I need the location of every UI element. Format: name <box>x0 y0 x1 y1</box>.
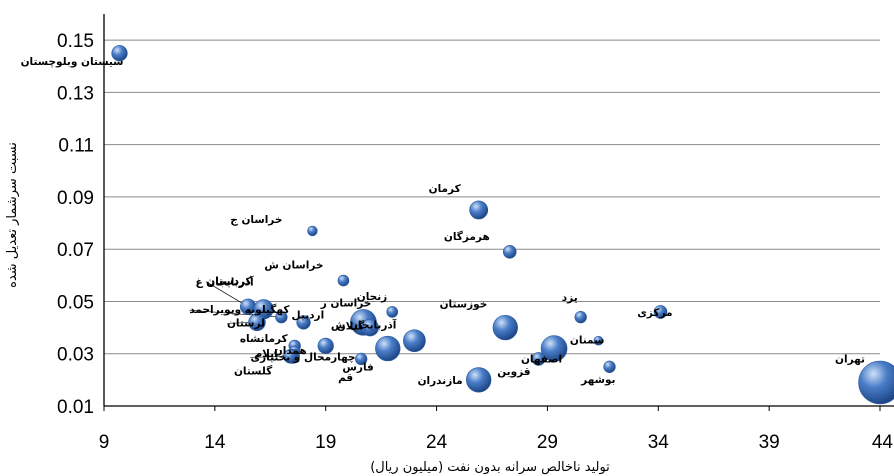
tick-labels: 0.01 0.03 0.05 0.07 0.09 0.11 0.13 0.15 9 14 19 24 2… <box>57 31 893 453</box>
point-label: همدان <box>274 345 307 357</box>
point-labels: سیستان وبلوچستان کرمان خراسان ج هرمزگان خراس… <box>21 56 865 387</box>
y-tick-label: 0.07 <box>57 240 94 261</box>
point-label: گلستان <box>234 364 273 377</box>
point-label: فارس <box>342 362 373 374</box>
x-tick-label: 24 <box>426 432 448 453</box>
x-tick-label: 29 <box>537 432 558 453</box>
bubble <box>466 367 492 393</box>
point-label: خراسان ج <box>230 214 282 226</box>
bubble <box>307 225 318 237</box>
x-tick-label: 44 <box>872 432 894 453</box>
y-tick-label: 0.13 <box>57 83 94 104</box>
point-label: لرستان <box>227 317 265 329</box>
point-label: مازندران <box>418 375 463 387</box>
bubble <box>531 352 546 366</box>
point-label: هرمزگان <box>444 230 490 243</box>
y-tick-label: 0.15 <box>57 31 94 52</box>
point-label: گیلان <box>337 320 365 333</box>
bubble <box>492 314 518 341</box>
y-tick-label: 0.09 <box>57 188 94 209</box>
point-label: آذربایجان ش <box>331 319 397 332</box>
bubble <box>540 335 568 362</box>
bubble <box>248 313 266 332</box>
point-label: کرمان <box>429 183 462 195</box>
y-axis-title: نسبت سرشمار تعدیل شده <box>5 142 20 288</box>
bubble <box>361 318 379 337</box>
bubble <box>502 245 517 259</box>
point-label: تهران <box>835 353 865 365</box>
point-label: آذربایجان غ <box>195 275 254 288</box>
x-tick-label: 34 <box>648 432 670 453</box>
bubbles <box>111 45 894 405</box>
bubble <box>469 200 489 220</box>
x-tick-label: 19 <box>315 432 336 453</box>
point-label: سمنان <box>570 335 605 347</box>
bubble <box>603 360 616 373</box>
bubble <box>317 337 334 354</box>
point-label: خراسان ش <box>264 260 323 272</box>
x-tick-label: 14 <box>204 432 226 453</box>
point-label: قم <box>338 372 353 384</box>
bubble <box>858 360 894 405</box>
point-label: خراسان ر <box>320 297 372 309</box>
x-tick-label: 9 <box>99 432 110 453</box>
point-label: مرکزی <box>637 307 672 319</box>
point-label: اردبیل <box>292 309 325 321</box>
x-tick-label: 39 <box>759 432 780 453</box>
point-label: کرمانشاه <box>240 333 289 345</box>
bubble <box>355 352 368 366</box>
bubble <box>375 335 401 362</box>
point-label: خوزستان <box>440 299 488 311</box>
bubble <box>593 335 604 346</box>
y-tick-label: 0.01 <box>57 397 94 418</box>
y-tick-label: 0.11 <box>58 136 94 157</box>
point-label: یزد <box>562 292 578 304</box>
bubble <box>386 306 399 318</box>
bubble <box>296 315 311 330</box>
point-label: بوشهر <box>580 374 615 386</box>
bubble <box>111 45 128 62</box>
y-tick-label: 0.03 <box>57 345 94 366</box>
point-label: چهارمحال و بختیاری <box>250 351 355 363</box>
grid <box>104 39 880 355</box>
bubble <box>275 310 288 324</box>
bubble <box>574 310 587 324</box>
point-label: کهگیلویه وبویراحمد <box>189 303 290 316</box>
bubble <box>283 349 298 364</box>
bubble <box>403 329 426 353</box>
x-axis-title: تولید ناخالص سرانه بدون نفت (میلیون ریال… <box>370 460 610 475</box>
point-label: اصفهان <box>521 354 562 366</box>
y-tick-label: 0.05 <box>57 292 94 313</box>
bubble <box>653 305 668 319</box>
leader-line <box>205 281 249 307</box>
point-label: کردستان <box>206 276 252 288</box>
bubble <box>337 274 350 287</box>
point-label: زنجان <box>357 291 387 303</box>
point-label: ایلام <box>254 348 277 360</box>
point-label: قزوین <box>497 366 530 378</box>
axes <box>103 14 894 411</box>
point-label: سیستان وبلوچستان <box>21 56 124 68</box>
